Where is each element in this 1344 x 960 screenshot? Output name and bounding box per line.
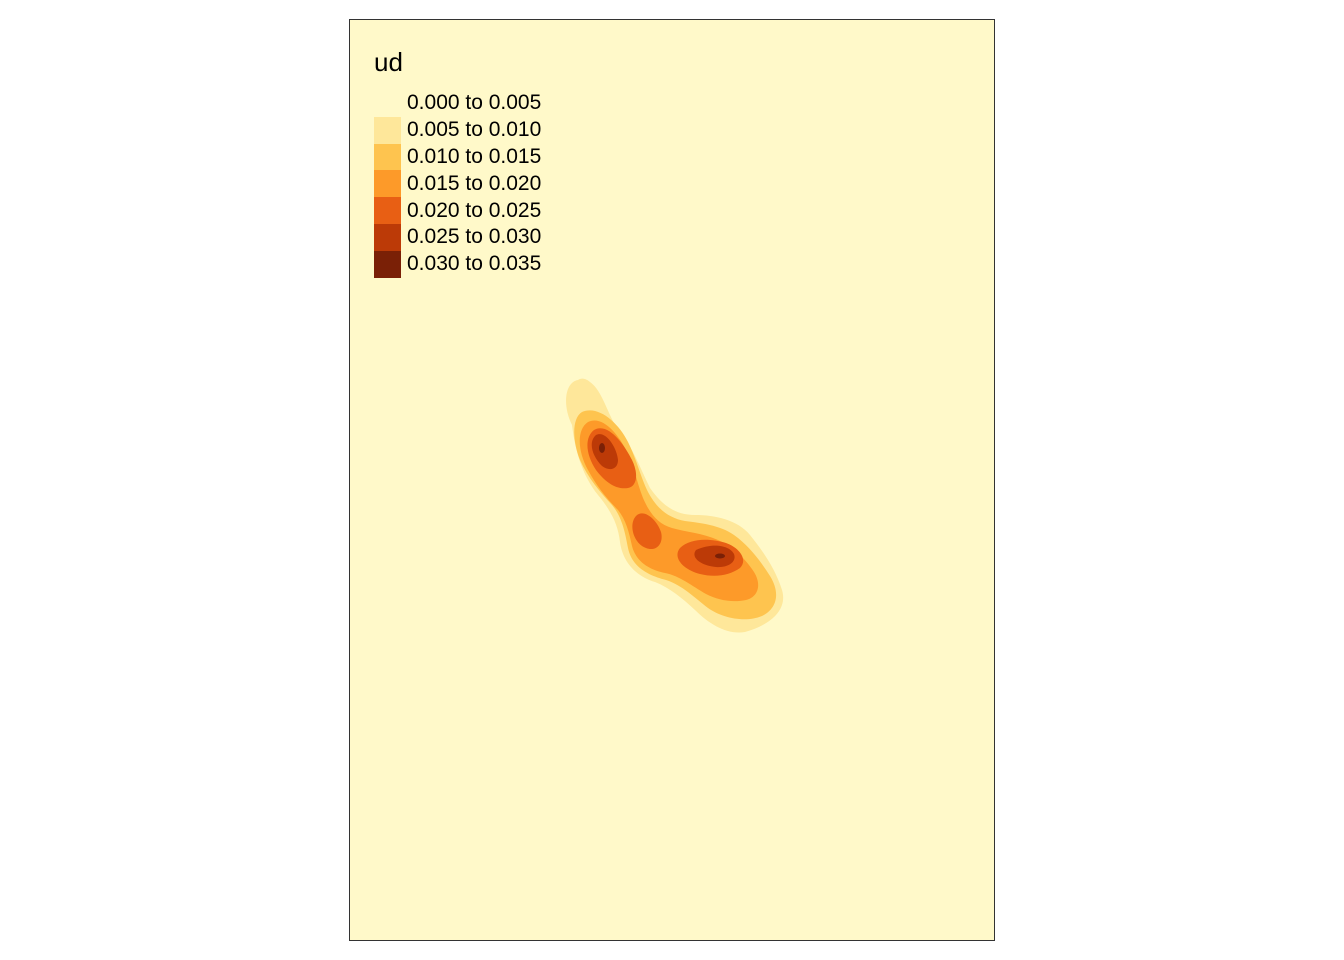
density-peak-south	[715, 553, 725, 559]
legend-label: 0.000 to 0.005	[407, 91, 542, 115]
legend-label: 0.025 to 0.030	[407, 225, 542, 249]
legend-swatch	[374, 170, 401, 198]
legend-item: 0.005 to 0.010	[374, 116, 542, 144]
legend-swatch	[374, 90, 401, 117]
legend-swatch	[374, 223, 401, 251]
legend-item: 0.030 to 0.035	[374, 250, 542, 278]
legend-swatch	[374, 250, 401, 278]
map-panel: ud 0.000 to 0.005 0.005 to 0.010 0.010 t…	[349, 19, 995, 941]
legend-item: 0.010 to 0.015	[374, 143, 542, 171]
density-band-0.020	[587, 428, 744, 576]
legend-label: 0.030 to 0.035	[407, 252, 542, 276]
density-peak-north	[599, 443, 605, 453]
legend-label: 0.010 to 0.015	[407, 144, 542, 168]
legend-title: ud	[374, 47, 403, 77]
legend-item: 0.025 to 0.030	[374, 223, 542, 251]
legend-items: 0.000 to 0.005 0.005 to 0.010 0.010 to 0…	[374, 90, 541, 278]
map-legend: ud 0.000 to 0.005 0.005 to 0.010 0.010 t…	[374, 48, 541, 278]
legend-item: 0.000 to 0.005	[374, 90, 541, 117]
legend-label: 0.015 to 0.020	[407, 171, 542, 195]
legend-swatch	[374, 197, 401, 224]
legend-swatch	[374, 143, 401, 171]
legend-label: 0.020 to 0.025	[407, 198, 542, 222]
utilization-density-layer	[566, 378, 784, 633]
legend-item: 0.015 to 0.020	[374, 170, 542, 198]
legend-item: 0.020 to 0.025	[374, 197, 541, 224]
legend-label: 0.005 to 0.010	[407, 118, 542, 142]
legend-swatch	[374, 116, 401, 144]
